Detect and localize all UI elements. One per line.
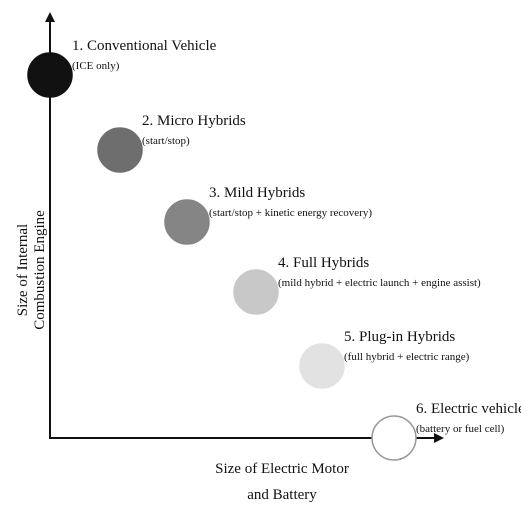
x-axis-label-line: Size of Electric Motor <box>215 461 349 477</box>
node-sublabel: (mild hybrid + electric launch + engine … <box>278 277 481 289</box>
node-circle <box>164 199 210 245</box>
node-label: 3. Mild Hybrids <box>209 185 305 201</box>
node-circle <box>299 343 345 389</box>
node-sublabel: (battery or fuel cell) <box>416 423 505 435</box>
nodes: 1. Conventional Vehicle (ICE only) 2. Micr… <box>27 38 521 461</box>
y-axis-label-line: Size of Internal <box>15 224 31 316</box>
node-sublabel: (start/stop) <box>142 135 190 147</box>
y-axis-label-line: Combustion Engine <box>32 210 48 330</box>
node-label: 4. Full Hybrids <box>278 255 369 271</box>
node-circle <box>233 269 279 315</box>
y-axis-label: Size of Internal Combustion Engine <box>15 210 48 330</box>
node-sublabel: (start/stop + kinetic energy recovery) <box>209 207 372 219</box>
node-label: 5. Plug-in Hybrids <box>344 329 455 345</box>
node-circle <box>97 127 143 173</box>
node-label: 6. Electric vehicles <box>416 401 521 417</box>
x-axis-label-line: and Battery <box>247 487 317 503</box>
node-sublabel: (full hybrid + electric range) <box>344 351 470 363</box>
node-label: 2. Micro Hybrids <box>142 113 246 129</box>
node-circle <box>371 415 417 461</box>
node-circle <box>27 52 73 98</box>
node-sublabel: (ICE only) <box>72 60 120 72</box>
node-label: 1. Conventional Vehicle <box>72 38 217 54</box>
